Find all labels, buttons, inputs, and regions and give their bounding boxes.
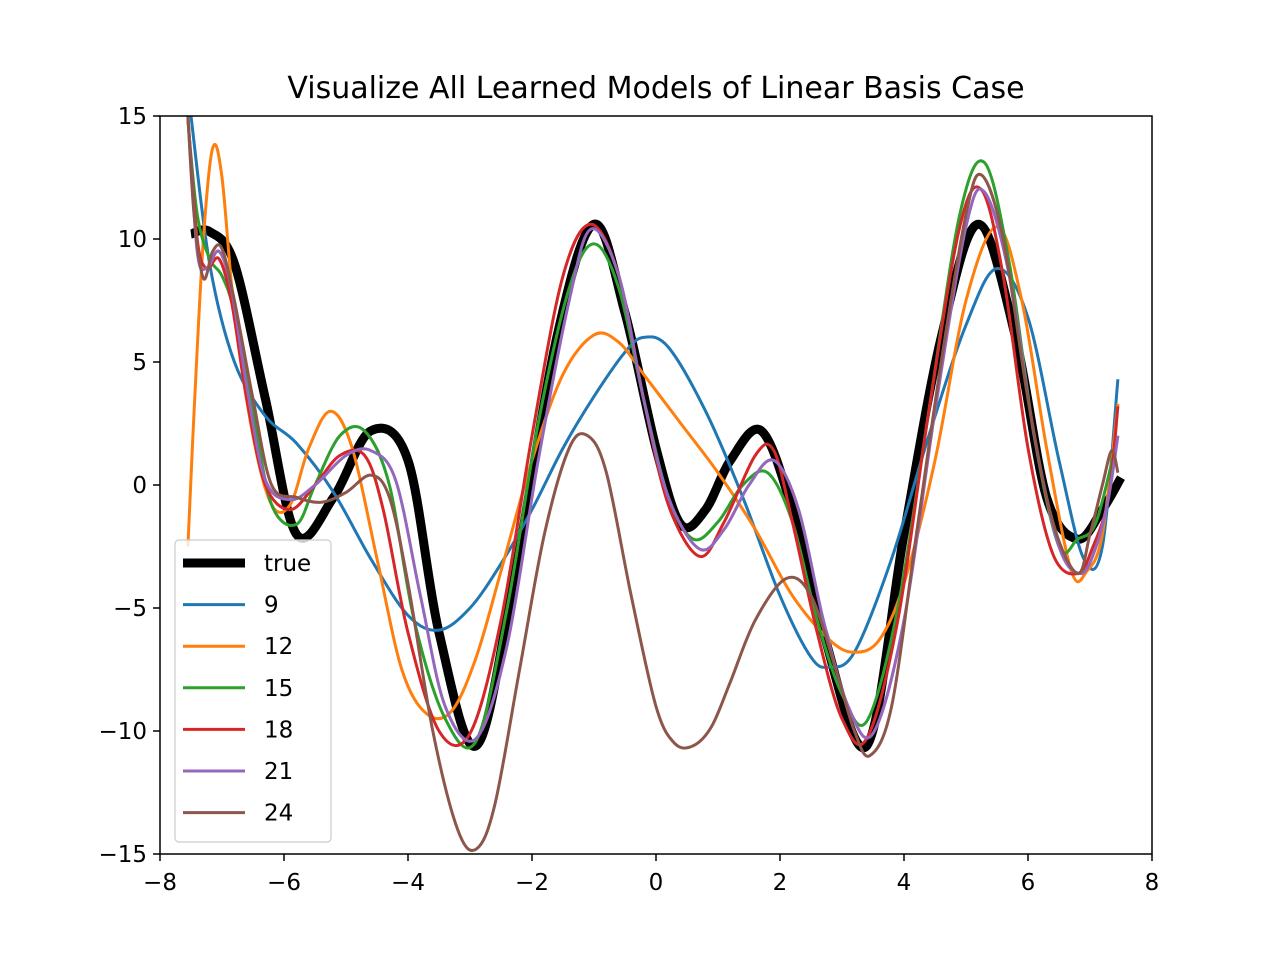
x-tick-label: 8 (1145, 870, 1160, 896)
legend-label-21: 21 (264, 759, 293, 785)
legend-label-18: 18 (264, 717, 293, 743)
legend-label-9: 9 (264, 593, 279, 619)
legend-label-12: 12 (264, 634, 293, 660)
legend-box (174, 539, 332, 843)
y-tick-label: −10 (98, 719, 147, 745)
y-tick-label: −5 (113, 596, 147, 622)
legend-label-24: 24 (264, 801, 293, 827)
x-tick-label: 4 (897, 870, 912, 896)
legend: true 9 12 15 18 21 24 (174, 539, 332, 843)
series-line-21 (186, 116, 1120, 743)
x-tick-label: −6 (267, 870, 301, 896)
series-line-24 (186, 116, 1120, 852)
series-layer (186, 116, 1125, 852)
x-tick-label: −8 (143, 870, 177, 896)
x-tick-label: 6 (1021, 870, 1036, 896)
y-tick-label: −15 (98, 842, 147, 868)
x-tick-label: 2 (773, 870, 788, 896)
x-axis: −8 −6 −4 −2 0 2 4 6 8 (143, 854, 1159, 896)
y-tick-label: 10 (118, 227, 147, 253)
chart-title: Visualize All Learned Models of Linear B… (287, 71, 1024, 106)
legend-label-15: 15 (264, 676, 293, 702)
x-tick-label: −2 (515, 870, 549, 896)
x-tick-label: 0 (649, 870, 664, 896)
x-tick-label: −4 (391, 870, 425, 896)
y-tick-label: 0 (132, 473, 147, 499)
y-tick-label: 15 (118, 104, 147, 130)
y-axis: −15 −10 −5 0 5 10 15 (98, 104, 160, 868)
y-tick-label: 5 (132, 350, 147, 376)
legend-label-true: true (264, 551, 311, 577)
